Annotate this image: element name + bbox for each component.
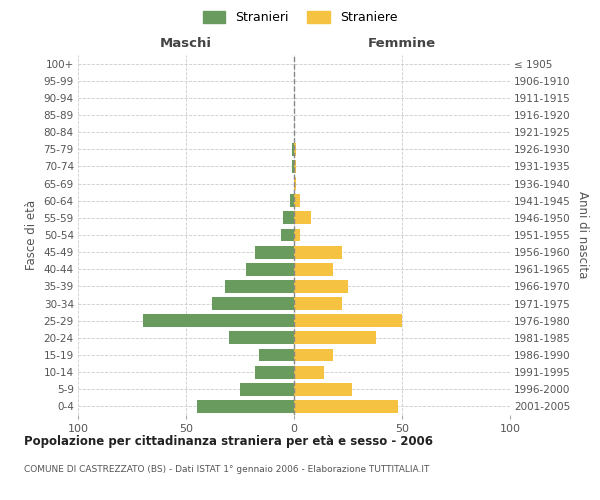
Bar [255, 366, 294, 378]
Bar [294, 177, 296, 190]
Bar [294, 246, 341, 258]
Y-axis label: Anni di nascita: Anni di nascita [577, 192, 589, 278]
Bar [290, 194, 294, 207]
Bar [247, 263, 294, 276]
Bar [294, 263, 333, 276]
Y-axis label: Fasce di età: Fasce di età [25, 200, 38, 270]
Bar [197, 400, 294, 413]
Bar [255, 246, 294, 258]
Bar [240, 383, 294, 396]
Bar [294, 228, 301, 241]
Text: Popolazione per cittadinanza straniera per età e sesso - 2006: Popolazione per cittadinanza straniera p… [24, 435, 433, 448]
Legend: Stranieri, Straniere: Stranieri, Straniere [203, 11, 397, 24]
Bar [212, 297, 294, 310]
Bar [281, 228, 294, 241]
Bar [143, 314, 294, 327]
Bar [294, 314, 402, 327]
Bar [294, 383, 352, 396]
Bar [283, 212, 294, 224]
Bar [294, 297, 341, 310]
Bar [294, 332, 376, 344]
Bar [294, 280, 348, 293]
Text: COMUNE DI CASTREZZATO (BS) - Dati ISTAT 1° gennaio 2006 - Elaborazione TUTTITALI: COMUNE DI CASTREZZATO (BS) - Dati ISTAT … [24, 465, 430, 474]
Bar [294, 366, 324, 378]
Bar [294, 348, 333, 362]
Text: Femmine: Femmine [368, 37, 436, 50]
Bar [294, 160, 296, 173]
Bar [292, 160, 294, 173]
Bar [294, 194, 301, 207]
Bar [229, 332, 294, 344]
Bar [225, 280, 294, 293]
Bar [259, 348, 294, 362]
Text: Maschi: Maschi [160, 37, 212, 50]
Bar [294, 212, 311, 224]
Bar [292, 143, 294, 156]
Bar [294, 143, 296, 156]
Bar [294, 400, 398, 413]
